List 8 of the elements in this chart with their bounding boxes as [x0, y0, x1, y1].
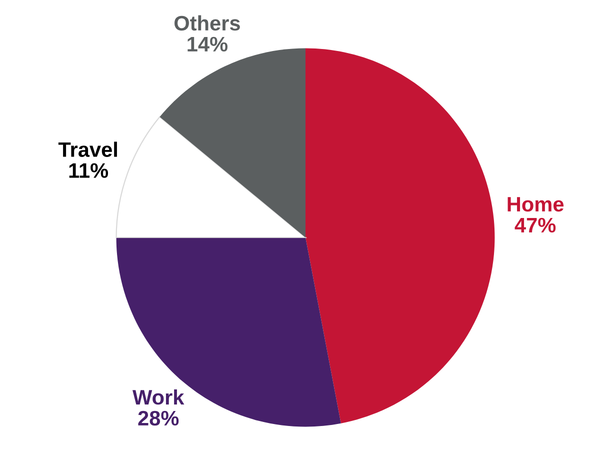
data-label: 11%	[69, 163, 108, 178]
data-label: 47%	[514, 218, 556, 233]
data-label: 14%	[188, 36, 228, 52]
slice-label: Others	[174, 15, 240, 31]
slice-label: Work	[132, 389, 184, 405]
slice-label: Home	[508, 197, 564, 212]
slice-label: Travel	[58, 142, 117, 157]
data-label: 28%	[138, 410, 179, 426]
